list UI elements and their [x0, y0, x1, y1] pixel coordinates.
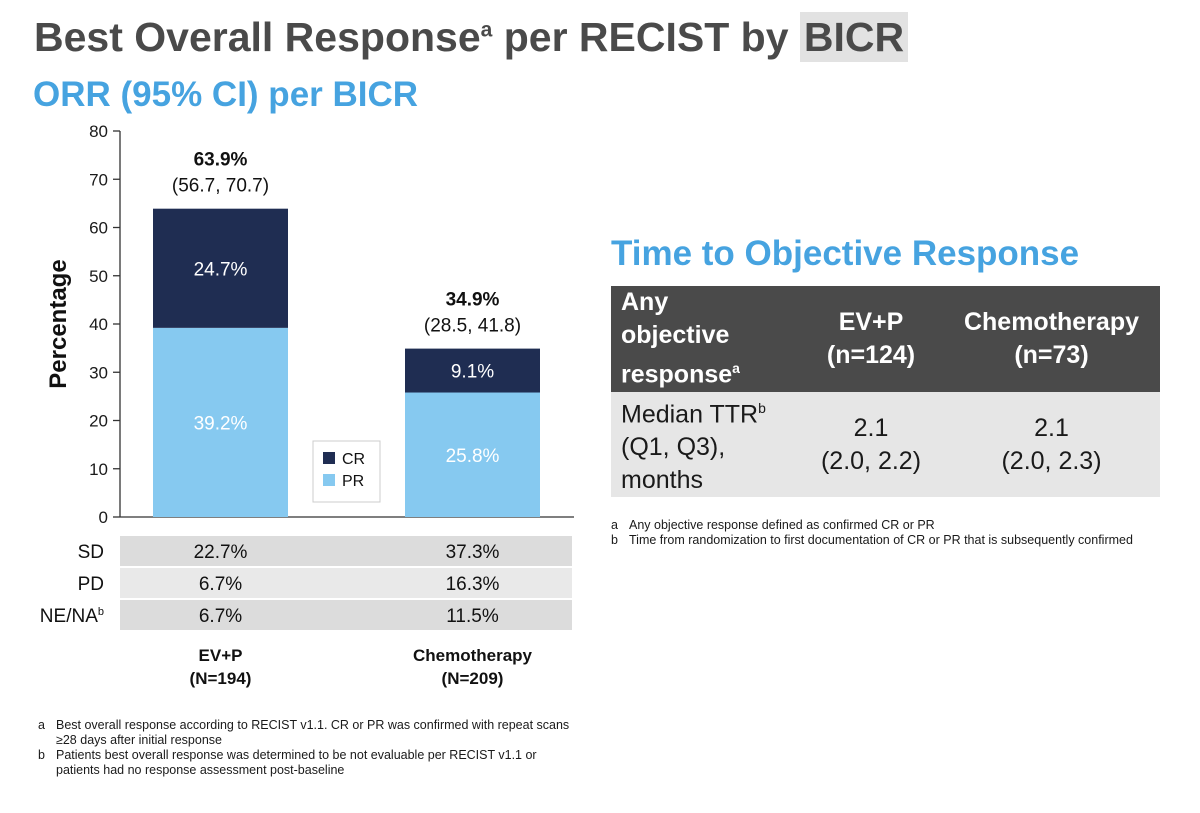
bar-label-pr-1: 25.8% — [446, 446, 500, 467]
ttr-title: Time to Objective Response — [611, 234, 1080, 273]
legend-swatch-pr — [323, 474, 335, 486]
response-row-label-2: NE/NAb — [40, 606, 104, 627]
title-text: Best Overall Response — [34, 14, 481, 60]
ttr-table: Any objective responsea EV+P (n=124) Che… — [611, 286, 1160, 498]
legend-label-cr: CR — [342, 451, 365, 468]
legend-box — [312, 440, 381, 503]
y-tick-label-80: 80 — [89, 122, 108, 141]
y-tick-label-30: 30 — [89, 363, 108, 382]
response-row-value-2-0: 6.7% — [199, 606, 242, 627]
category-n-0: (N=194) — [190, 669, 252, 688]
ttr-footnote-a: a Any objective response defined as confi… — [611, 518, 935, 532]
response-row-value-1-0: 6.7% — [199, 574, 242, 595]
footnote-a: a Best overall response according to RECI… — [38, 718, 570, 747]
category-label-1: Chemotherapy — [413, 646, 533, 665]
y-tick-label-20: 20 — [89, 412, 108, 431]
y-tick-label-70: 70 — [89, 170, 108, 189]
response-row-bg-2 — [120, 600, 572, 630]
response-row-value-2-1: 11.5% — [446, 606, 499, 627]
orr-bar-chart: 0 10 20 30 40 50 60 70 80 Percentage 39.2% 24.7% 63.… — [40, 122, 574, 688]
title-highlight: BICR — [799, 12, 909, 62]
response-row-value-1-1: 16.3% — [446, 574, 500, 595]
bar-cr-1 — [405, 348, 540, 393]
total-label-0: 63.9% — [194, 150, 248, 171]
footnote-b: b Patients best overall response was dete… — [38, 748, 537, 777]
ttr-evp-value: 2.1 (2.0, 2.2) — [799, 392, 943, 498]
y-tick-label-60: 60 — [89, 219, 108, 238]
bar-label-cr-1: 9.1% — [451, 362, 494, 383]
legend-label-pr: PR — [342, 473, 364, 490]
response-row-label-0: SD — [78, 542, 104, 563]
ttr-header-row: Any objective responsea EV+P (n=124) Che… — [611, 286, 1160, 392]
response-row-value-0-0: 22.7% — [194, 542, 248, 563]
ttr-header-response: Any objective responsea — [611, 286, 799, 392]
ttr-chemo-value: 2.1 (2.0, 2.3) — [943, 392, 1160, 498]
bar-pr-0 — [153, 327, 288, 517]
category-n-1: (N=209) — [442, 669, 504, 688]
y-tick-label-40: 40 — [89, 315, 108, 334]
ttr-header-evp: EV+P (n=124) — [799, 286, 943, 392]
orr-subtitle: ORR (95% CI) per BICR — [33, 75, 419, 114]
bar-label-cr-0: 24.7% — [194, 259, 248, 280]
ttr-header-chemo: Chemotherapy (n=73) — [943, 286, 1160, 392]
y-tick-label-10: 10 — [89, 460, 108, 479]
category-label-0: EV+P — [199, 646, 243, 665]
y-tick-label-50: 50 — [89, 267, 108, 286]
response-row-value-0-1: 37.3% — [446, 542, 500, 563]
total-ci-1: (28.5, 41.8) — [424, 316, 521, 337]
legend-swatch-cr — [323, 452, 335, 464]
response-row-bg-0 — [120, 536, 572, 566]
y-tick-label-0: 0 — [99, 508, 108, 527]
left-footnotes: a Best overall response according to RECI… — [38, 718, 573, 778]
total-label-1: 34.9% — [446, 290, 500, 311]
ttr-data-row: Median TTRb (Q1, Q3), months 2.1 (2.0, 2… — [611, 392, 1160, 498]
bar-pr-1 — [405, 392, 540, 517]
total-ci-0: (56.7, 70.7) — [172, 176, 269, 197]
response-row-label-1: PD — [78, 574, 104, 595]
bar-cr-0 — [153, 208, 288, 328]
ttr-footnotes: a Any objective response defined as confi… — [611, 518, 1171, 548]
y-axis-label: Percentage — [45, 259, 72, 388]
ttr-footnote-b: b Time from randomization to first docume… — [611, 533, 1133, 547]
ttr-row-label: Median TTRb (Q1, Q3), months — [611, 392, 799, 498]
response-row-bg-1 — [120, 568, 572, 598]
page-title: Best Overall Responsea per RECIST by BIC… — [34, 12, 909, 62]
title-text-2: per RECIST by — [492, 14, 800, 60]
bar-label-pr-0: 39.2% — [194, 413, 248, 434]
title-footnote-mark: a — [480, 18, 493, 42]
